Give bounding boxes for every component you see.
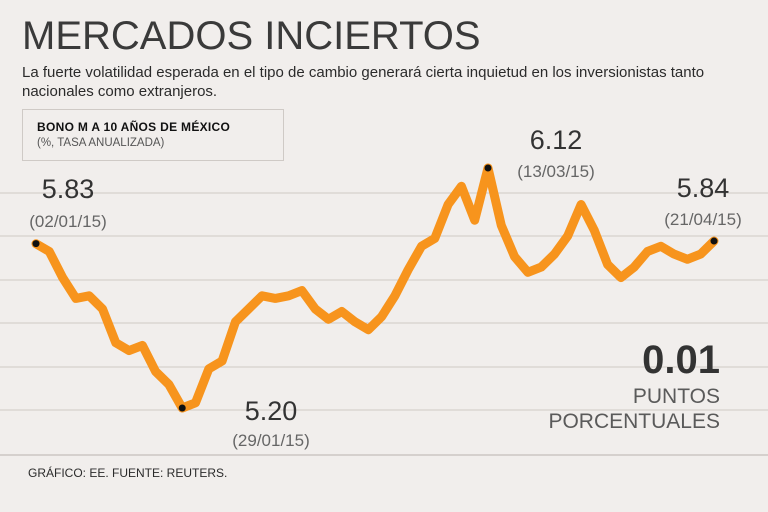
gridlines	[0, 192, 768, 456]
annotation-dot	[710, 237, 718, 245]
annotation-dot	[178, 404, 186, 412]
annotation-date: (29/01/15)	[232, 431, 310, 450]
annotation-date: (02/01/15)	[29, 212, 107, 231]
annotation-markers	[32, 164, 718, 412]
annotation-dot	[32, 240, 40, 248]
annotation-value: 5.20	[245, 396, 298, 426]
chart-subtitle: La fuerte volatilidad esperada en el tip…	[22, 64, 705, 100]
annotation-dot	[484, 164, 492, 172]
series-line	[31, 163, 719, 413]
chart-title: MERCADOS INCIERTOS	[22, 14, 481, 58]
source-footer: GRÁFICO: EE. FUENTE: REUTERS.	[28, 466, 228, 480]
change-value: 0.01	[642, 338, 720, 382]
annotation-date: (13/03/15)	[517, 162, 595, 181]
annotation-value: 5.84	[677, 173, 730, 203]
series-label-box: BONO M A 10 AÑOS DE MÉXICO (%, TASA ANUA…	[22, 109, 284, 161]
change-unit: PUNTOS PORCENTUALES	[548, 385, 720, 433]
series-unit: (%, TASA ANUALIZADA)	[37, 137, 165, 149]
annotation-value: 5.83	[42, 174, 95, 204]
series-name: BONO M A 10 AÑOS DE MÉXICO	[37, 120, 231, 134]
annotation-value: 6.12	[530, 125, 583, 155]
annotation-labels: 5.83 (02/01/15) 5.20 (29/01/15) 6.12 (13/03/1…	[29, 125, 742, 450]
annotation-date: (21/04/15)	[664, 210, 742, 229]
